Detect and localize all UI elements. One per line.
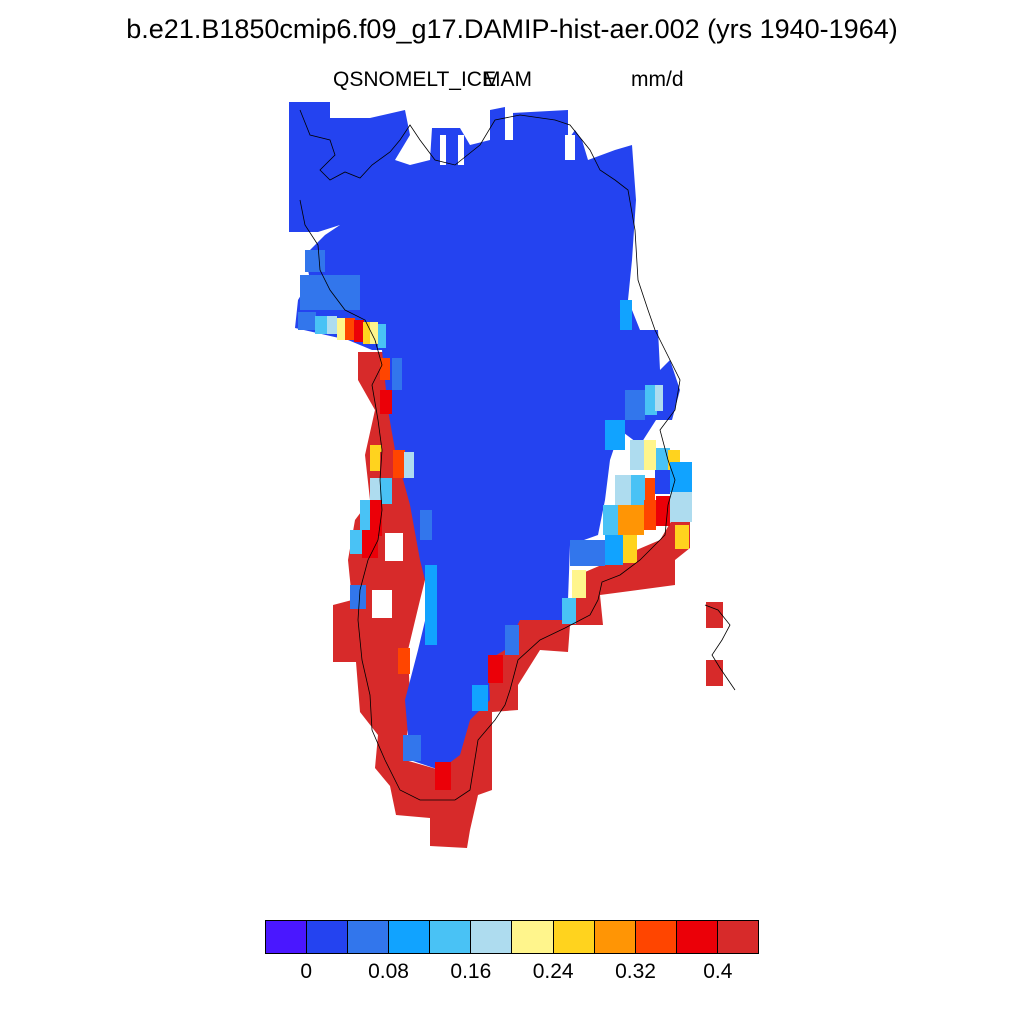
colorbar-swatch <box>635 921 677 953</box>
colorbar-swatch <box>307 921 349 953</box>
season-label: MAM <box>483 68 532 91</box>
ice-sheet-interior <box>289 102 680 770</box>
colorbar-swatch <box>676 921 718 953</box>
colorbar-swatch <box>553 921 595 953</box>
colorbar-tick-label: 0 <box>300 960 312 983</box>
colorbar-swatch <box>266 921 308 953</box>
colorbar-tick-label: 0.32 <box>615 960 656 983</box>
no-data-gaps <box>372 110 575 618</box>
colorbar-swatch <box>430 921 472 953</box>
variable-label: QSNOMELT_ICE <box>333 68 496 91</box>
plot-title: b.e21.B1850cmip6.f09_g17.DAMIP-hist-aer.… <box>126 14 898 44</box>
coastline <box>299 109 736 801</box>
colorbar-swatch <box>471 921 513 953</box>
colorbar-swatch <box>717 921 758 953</box>
colorbar-swatch <box>512 921 554 953</box>
colorbar <box>265 920 759 954</box>
colorbar-tick-label: 0.16 <box>450 960 492 983</box>
colorbar-tick-label: 0.24 <box>532 960 574 983</box>
colorbar-swatch <box>594 921 636 953</box>
units-label: mm/d <box>631 68 684 91</box>
colorbar-swatch <box>389 921 431 953</box>
colorbar-tick-label: 0.08 <box>368 960 409 983</box>
margin-melt-cells <box>298 250 692 790</box>
colorbar-swatch <box>348 921 390 953</box>
colorbar-tick-label: 0.4 <box>703 960 733 983</box>
